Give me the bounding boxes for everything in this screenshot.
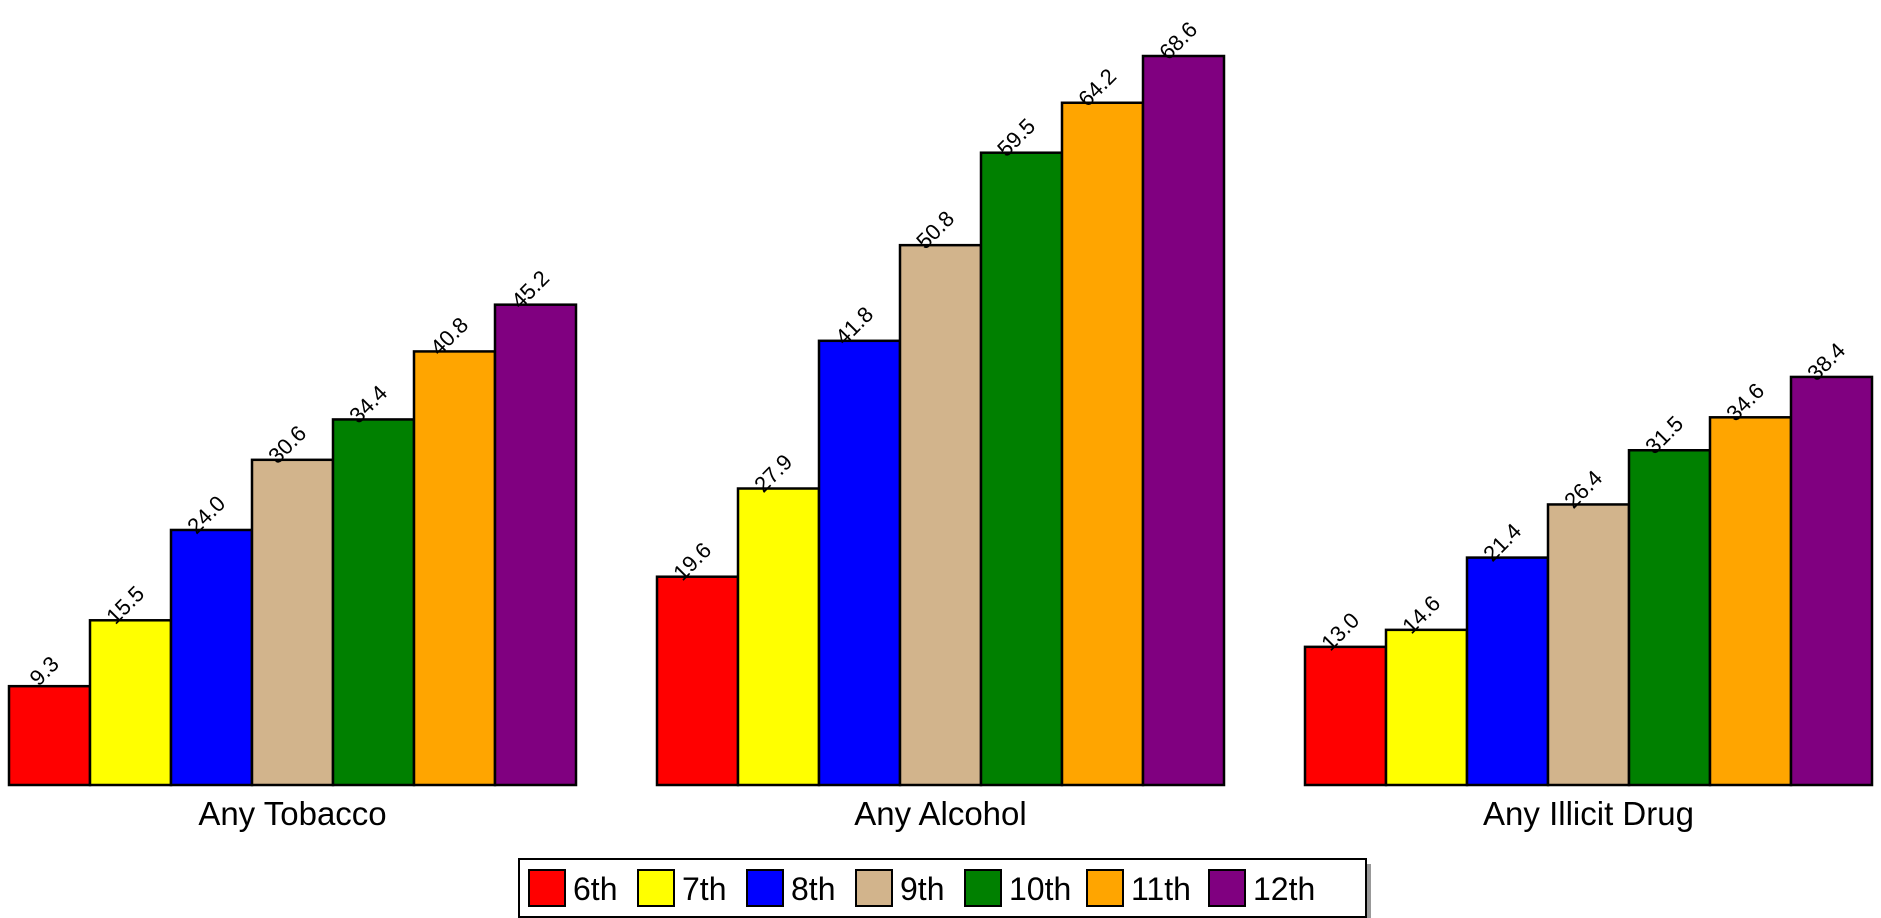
- bar-any-alcohol-8th: [817, 339, 902, 787]
- bar-any-alcohol-7th: [736, 487, 821, 787]
- bar-any-illicit-drug-6th: [1303, 645, 1388, 787]
- legend-label-7th: 7th: [682, 871, 726, 907]
- category-label-any-illicit-drug: Any Illicit Drug: [1483, 795, 1694, 832]
- bar-any-tobacco-7th: [88, 619, 173, 787]
- bar-any-illicit-drug-10th: [1627, 449, 1712, 787]
- value-label-any-tobacco-6th: 9.3: [25, 651, 64, 690]
- bar-any-tobacco-6th: [7, 684, 92, 787]
- bar-any-tobacco-8th: [169, 528, 254, 787]
- bar-any-tobacco-11th: [412, 350, 497, 787]
- bars-layer: [7, 54, 1874, 787]
- legend-label-8th: 8th: [791, 871, 835, 907]
- legend-label-6th: 6th: [573, 871, 617, 907]
- legend-swatch-8th: [746, 869, 784, 907]
- bar-any-tobacco-10th: [331, 418, 416, 787]
- legend-swatch-11th: [1086, 869, 1124, 907]
- bar-any-alcohol-6th: [655, 575, 740, 787]
- legend-label-9th: 9th: [900, 871, 944, 907]
- legend-swatch-6th: [528, 869, 566, 907]
- legend-swatch-10th: [964, 869, 1002, 907]
- legend-label-10th: 10th: [1009, 871, 1071, 907]
- bar-any-tobacco-9th: [250, 458, 335, 787]
- category-label-any-tobacco: Any Tobacco: [198, 795, 386, 832]
- bar-any-alcohol-10th: [979, 151, 1064, 787]
- bar-any-illicit-drug-9th: [1546, 503, 1631, 787]
- legend-swatch-12th: [1208, 869, 1246, 907]
- category-labels-layer: Any Tobacco Any Alcohol Any Illicit Drug: [198, 795, 1694, 832]
- bar-any-alcohol-9th: [898, 243, 983, 787]
- bar-any-alcohol-11th: [1060, 101, 1145, 787]
- bar-any-tobacco-12th: [493, 303, 578, 787]
- bar-any-illicit-drug-8th: [1465, 556, 1550, 787]
- bar-any-illicit-drug-11th: [1708, 416, 1793, 787]
- legend: 6th 7th 8th 9th 10th 11th 12th: [518, 858, 1371, 918]
- legend-swatch-7th: [637, 869, 675, 907]
- legend-label-12th: 12th: [1253, 871, 1315, 907]
- legend-swatch-9th: [855, 869, 893, 907]
- category-label-any-alcohol: Any Alcohol: [854, 795, 1026, 832]
- legend-label-11th: 11th: [1131, 871, 1191, 907]
- bar-any-illicit-drug-12th: [1789, 375, 1874, 787]
- bar-any-alcohol-12th: [1141, 54, 1226, 787]
- bar-any-illicit-drug-7th: [1384, 628, 1469, 787]
